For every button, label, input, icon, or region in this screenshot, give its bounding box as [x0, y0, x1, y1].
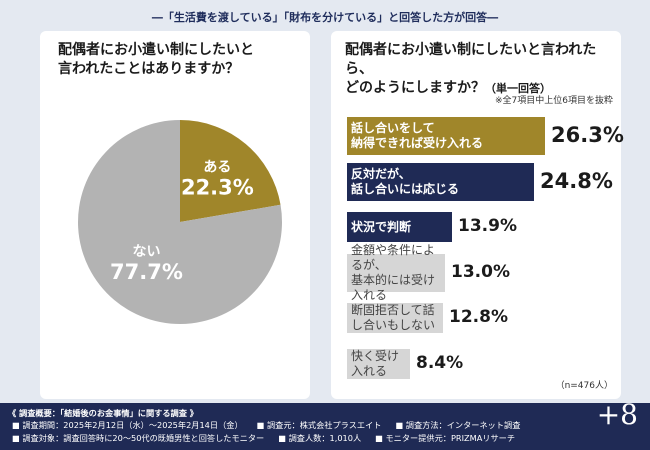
- footer-target: ■ 調査対象：調査回答時に20～50代の既婚男性と回答したモニター: [12, 433, 265, 443]
- bar-value-4: 12.8%: [449, 307, 508, 327]
- pie-value-no: 77.7%: [110, 260, 183, 284]
- survey-caption: ―「生活費を渡している」「財布を分けている」と回答した方が回答―: [151, 11, 499, 24]
- pie-value-yes: 22.3%: [181, 176, 254, 200]
- footer-source: ■ 調査元：株式会社プラスエイト: [256, 420, 382, 430]
- plus-eight-logo: +8: [596, 398, 638, 431]
- right-panel: 配偶者にお小遣い制にしたいと言われたら、 どのようにしますか？（単一回答） ※全…: [331, 31, 621, 399]
- footer-title: 《 調査概要：「結婚後のお金事情」に関する調査 》: [8, 408, 198, 418]
- left-question: 配偶者にお小遣い制にしたいと 言われたことはありますか？: [58, 42, 254, 77]
- footer-count: ■ 調査人数：1,010人: [278, 433, 362, 443]
- bar-0: 話し合いをして 納得できれば受け入れる: [347, 117, 545, 155]
- pie-label-no: ない: [132, 244, 160, 260]
- bar-value-3: 13.0%: [451, 261, 510, 282]
- sample-size: （n=476人）: [555, 381, 613, 391]
- bar-5: 快く受け入れる: [347, 348, 410, 379]
- excerpt-note: ※全7項目中上位6項目を抜粋: [495, 96, 613, 106]
- bar-1: 反対だが、 話し合いには応じる: [347, 162, 534, 201]
- footer-row-1: ■ 調査期間：2025年2月12日（水）～2025年2月14日（金） ■ 調査元：…: [12, 419, 534, 431]
- bar-value-5: 8.4%: [416, 352, 464, 373]
- right-question-text: 配偶者にお小遣い制にしたいと言われたら、 どのようにしますか？: [345, 42, 597, 96]
- bar-value-0: 26.3%: [551, 123, 624, 147]
- footer-provider: ■ モニター提供元：PRIZMAリサーチ: [375, 433, 516, 443]
- footer-row-2: ■ 調査対象：調査回答時に20～50代の既婚男性と回答したモニター ■ 調査人数：…: [12, 432, 529, 444]
- bar-3: 金額や条件によるが、 基本的には受け入れる: [347, 243, 445, 302]
- right-question-suffix: （単一回答）: [485, 82, 551, 95]
- pie-label-yes: ある: [203, 160, 231, 176]
- footer-method: ■ 調査方法：インターネット調査: [395, 420, 521, 430]
- bar-4: 断固拒否して話し合いもしない: [347, 303, 443, 333]
- bar-2: 状況で判断: [347, 212, 452, 242]
- right-question: 配偶者にお小遣い制にしたいと言われたら、 どのようにしますか？（単一回答）: [345, 41, 620, 98]
- bar-value-1: 24.8%: [540, 168, 613, 193]
- pie-slice-yes: [180, 120, 281, 222]
- pie-slice-no: [78, 120, 282, 324]
- survey-footer: 《 調査概要：「結婚後のお金事情」に関する調査 》 ■ 調査期間：2025年2月…: [0, 398, 650, 450]
- bar-value-2: 13.9%: [458, 216, 517, 236]
- footer-period: ■ 調査期間：2025年2月12日（水）～2025年2月14日（金）: [12, 420, 243, 430]
